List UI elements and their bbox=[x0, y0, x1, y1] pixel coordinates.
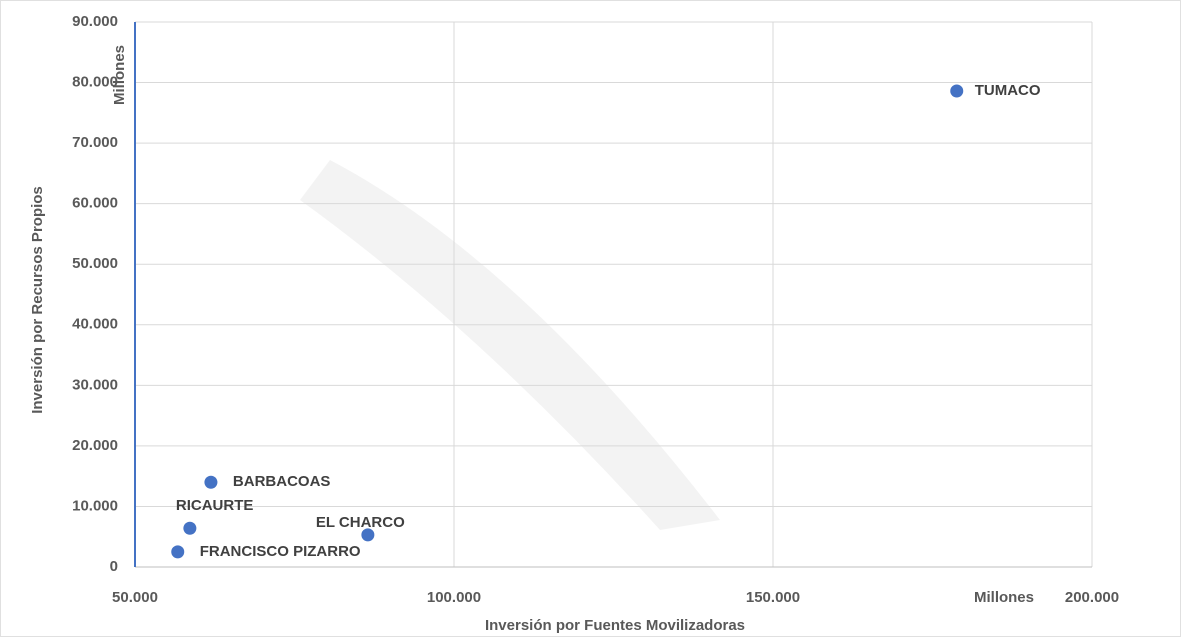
point-label: EL CHARCO bbox=[316, 514, 405, 531]
y-tick-label: 90.000 bbox=[72, 13, 118, 30]
x-tick-label: 100.000 bbox=[427, 589, 481, 606]
point bbox=[950, 84, 964, 98]
point-label: BARBACOAS bbox=[233, 473, 331, 490]
y-tick-label: 80.000 bbox=[72, 74, 118, 91]
y-tick-label: 70.000 bbox=[72, 134, 118, 151]
background-decoration bbox=[300, 160, 720, 530]
y-tick-label: 20.000 bbox=[72, 437, 118, 454]
x-axis-title: Inversión por Fuentes Movilizadoras bbox=[485, 617, 745, 634]
y-tick-label: 50.000 bbox=[72, 255, 118, 272]
point bbox=[183, 521, 197, 535]
y-tick-label: 0 bbox=[110, 558, 118, 575]
y-unit-label: Millones bbox=[111, 45, 128, 105]
point-label: FRANCISCO PIZARRO bbox=[200, 543, 361, 560]
point-label: RICAURTE bbox=[176, 497, 254, 514]
point bbox=[361, 528, 375, 542]
y-tick-label: 40.000 bbox=[72, 316, 118, 333]
point bbox=[171, 545, 185, 559]
x-tick-label: 200.000 bbox=[1065, 589, 1119, 606]
x-tick-label: 50.000 bbox=[112, 589, 158, 606]
y-tick-label: 60.000 bbox=[72, 195, 118, 212]
x-unit-label: Millones bbox=[974, 589, 1034, 606]
point-label: TUMACO bbox=[975, 82, 1041, 99]
x-tick-label: 150.000 bbox=[746, 589, 800, 606]
point bbox=[204, 475, 218, 489]
y-tick-label: 30.000 bbox=[72, 376, 118, 393]
y-axis-title: Inversión por Recursos Propios bbox=[29, 186, 46, 414]
y-tick-label: 10.000 bbox=[72, 497, 118, 514]
